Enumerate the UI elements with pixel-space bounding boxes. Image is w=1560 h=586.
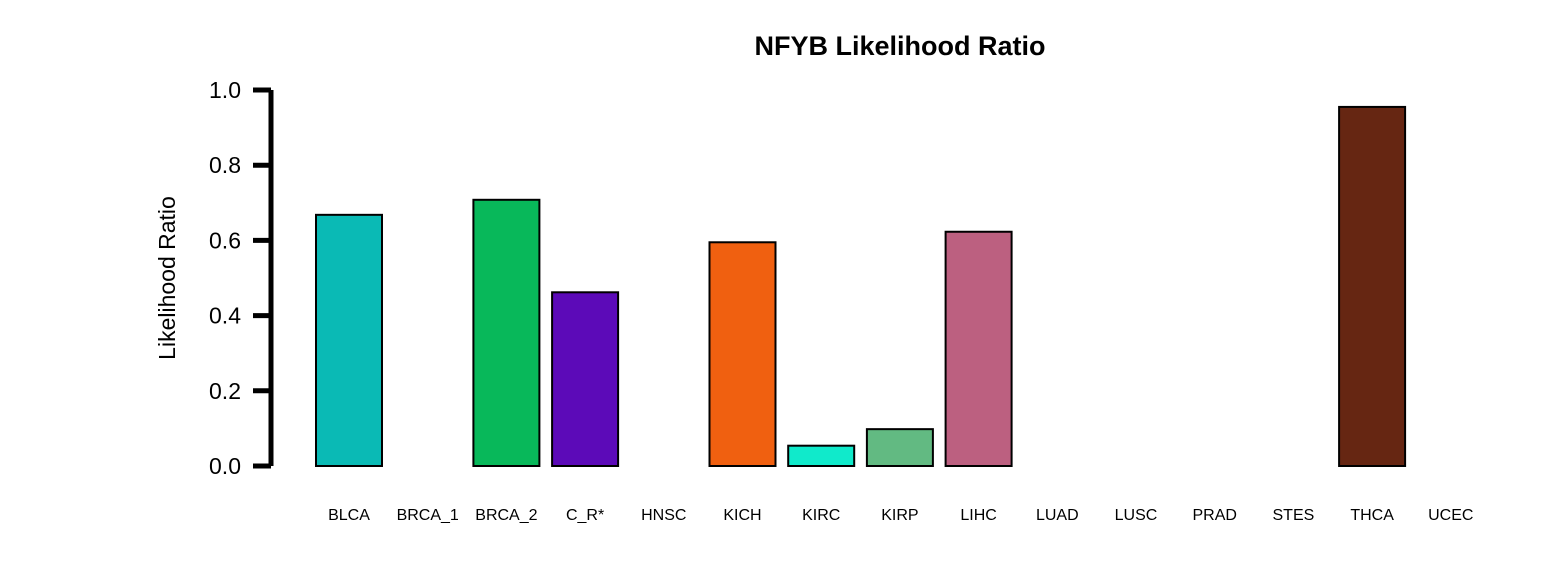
x-category-label: UCEC <box>1428 507 1473 524</box>
y-tick-label: 0.8 <box>209 152 241 178</box>
x-category-label: HNSC <box>641 507 686 524</box>
y-tick-label: 0.4 <box>209 303 241 329</box>
x-category-label: LUSC <box>1115 507 1158 524</box>
x-category-label: BLCA <box>328 507 370 524</box>
y-tick-label: 0.2 <box>209 378 241 404</box>
x-category-label: BRCA_2 <box>475 507 537 524</box>
x-axis-category-labels: BLCA BRCA_1 BRCA_2 C_R* HNSC KICH KIRC KIRP LIHC… <box>328 507 1473 524</box>
x-category-label: C_R* <box>566 507 604 524</box>
x-category-label: KICH <box>723 507 761 524</box>
x-category-label: THCA <box>1350 507 1394 524</box>
chart-title: NFYB Likelihood Ratio <box>754 31 1045 61</box>
bar-lihc <box>944 230 1013 467</box>
x-category-label: KIRC <box>802 507 840 524</box>
bar-brca-2 <box>472 198 541 468</box>
bar-kirp <box>865 428 934 468</box>
x-category-label: PRAD <box>1192 507 1236 524</box>
bar-kich <box>708 241 777 467</box>
x-category-label: LIHC <box>960 507 996 524</box>
x-category-label: KIRP <box>881 507 918 524</box>
x-category-label: BRCA_1 <box>397 507 459 524</box>
bar-blca <box>315 213 383 467</box>
y-tick-label: 1.0 <box>209 77 241 103</box>
y-axis-ticks: 0.0 0.2 0.4 0.6 0.8 1.0 <box>209 77 271 479</box>
x-category-label: LUAD <box>1036 507 1079 524</box>
bar-c-r <box>551 291 620 467</box>
bar-thca <box>1338 105 1407 467</box>
y-axis-label: Likelihood Ratio <box>154 196 180 360</box>
bar-kirc <box>787 444 856 468</box>
x-category-label: STES <box>1273 507 1315 524</box>
bars-group <box>315 105 1407 468</box>
y-tick-label: 0.6 <box>209 227 241 253</box>
y-tick-label: 0.0 <box>209 453 241 479</box>
